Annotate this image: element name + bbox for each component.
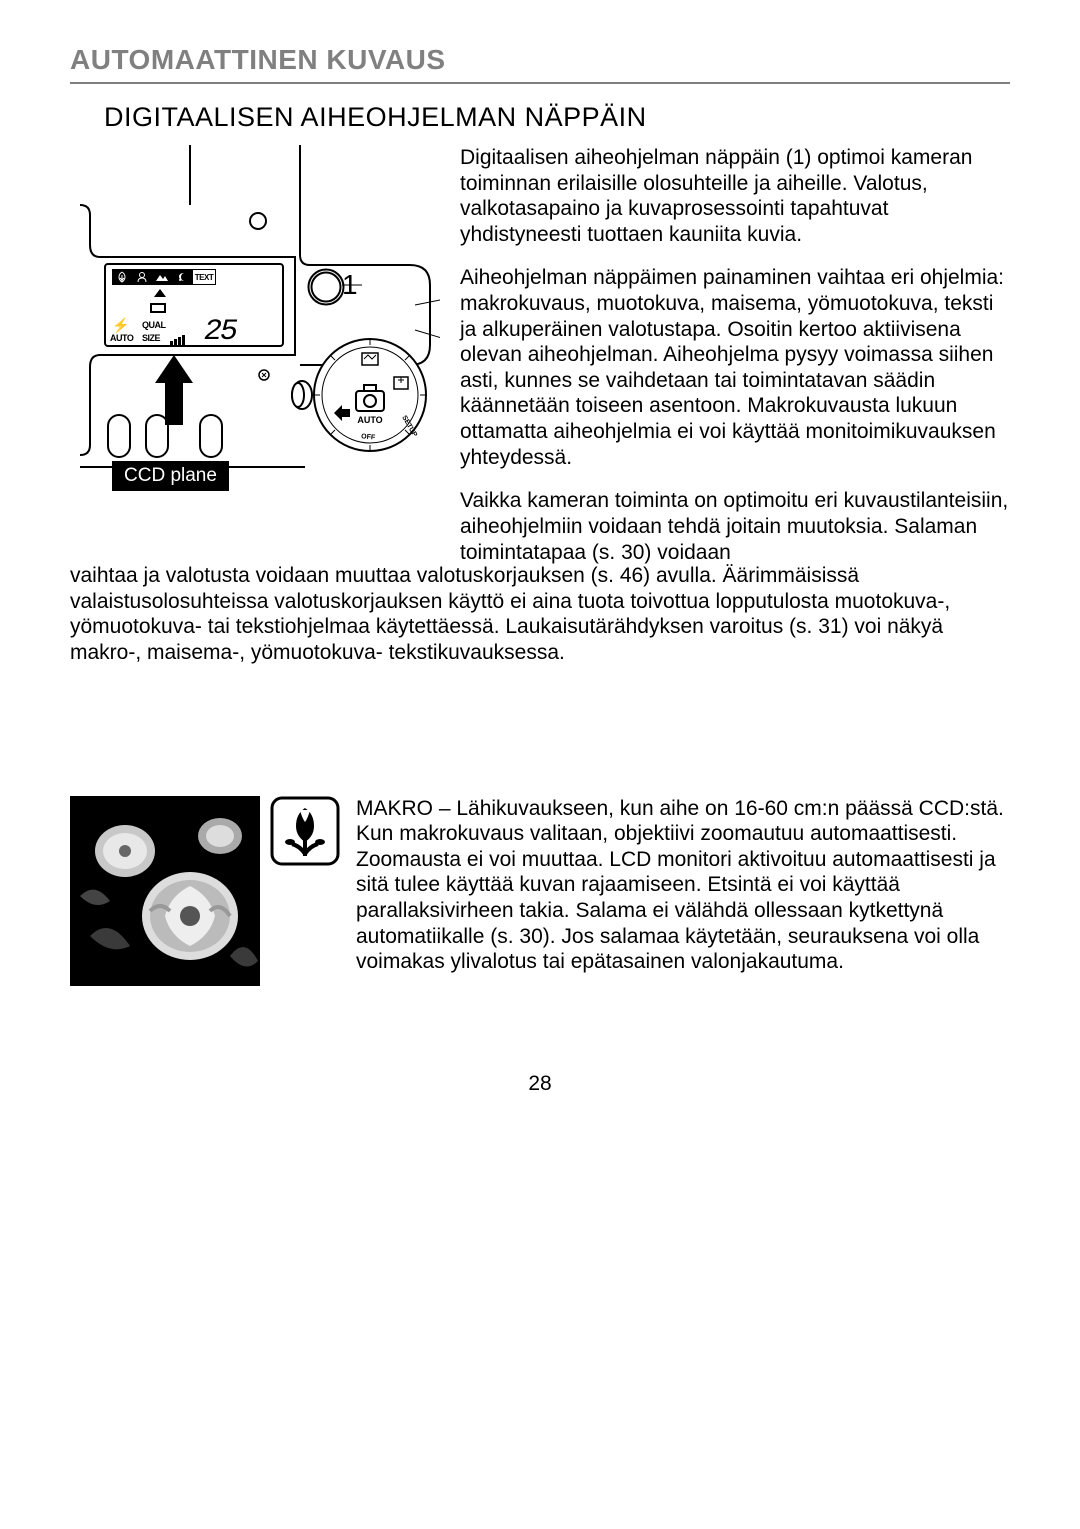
macro-icon (270, 796, 340, 866)
makro-sample-photo (70, 796, 260, 986)
night-mode-icon (172, 269, 192, 285)
macro-mode-icon (112, 269, 132, 285)
camera-diagram: AUTO SETUP OFF (70, 145, 440, 505)
flash-icon: ⚡ (112, 317, 129, 334)
makro-description: MAKRO – Lähikuvaukseen, kun aihe on 16-6… (356, 796, 1010, 975)
landscape-mode-icon (152, 269, 172, 285)
makro-section: MAKRO – Lähikuvaukseen, kun aihe on 16-6… (70, 796, 1010, 1016)
arrow-up-icon (155, 355, 193, 425)
lcd-size-label: SIZE (142, 333, 160, 343)
callout-number-1: 1 (342, 269, 358, 301)
lcd-size-bars (170, 335, 185, 345)
lcd-mode-icons: TEXT (112, 269, 216, 285)
section-title: AUTOMAATTINEN KUVAUS (70, 44, 1010, 76)
svg-text:OFF: OFF (361, 433, 376, 441)
lcd-indicator-triangle (154, 289, 166, 297)
lcd-auto-label: AUTO (110, 333, 133, 343)
svg-text:AUTO: AUTO (357, 415, 382, 425)
subsection-title: DIGITAALISEN AIHEOHJELMAN NÄPPÄIN (104, 102, 1010, 133)
lcd-frame-icon (150, 303, 166, 313)
lcd-counter: 25 (204, 315, 236, 349)
section-divider (70, 82, 1010, 84)
lcd-panel: TEXT ⚡ AUTO QUAL SIZE 25 (104, 263, 284, 347)
page-number: 28 (70, 1072, 1010, 1096)
intro-text-full: vaihtaa ja valotusta voidaan muuttaa val… (70, 563, 1010, 665)
text-mode-icon: TEXT (192, 269, 216, 285)
portrait-mode-icon (132, 269, 152, 285)
paragraph-3a: Vaikka kameran toiminta on optimoitu eri… (460, 488, 1010, 565)
paragraph-1: Digitaalisen aiheohjelman näppäin (1) op… (460, 145, 1010, 247)
lcd-qual-label: QUAL (142, 320, 166, 330)
paragraph-3b: vaihtaa ja valotusta voidaan muuttaa val… (70, 563, 1010, 665)
paragraph-2: Aiheohjelman näppäimen painaminen vaihta… (460, 265, 1010, 470)
ccd-plane-label: CCD plane (112, 461, 229, 491)
top-block: AUTO SETUP OFF (70, 145, 1010, 565)
intro-text-right: Digitaalisen aiheohjelman näppäin (1) op… (460, 145, 1010, 565)
makro-paragraph: MAKRO – Lähikuvaukseen, kun aihe on 16-6… (356, 796, 1010, 975)
